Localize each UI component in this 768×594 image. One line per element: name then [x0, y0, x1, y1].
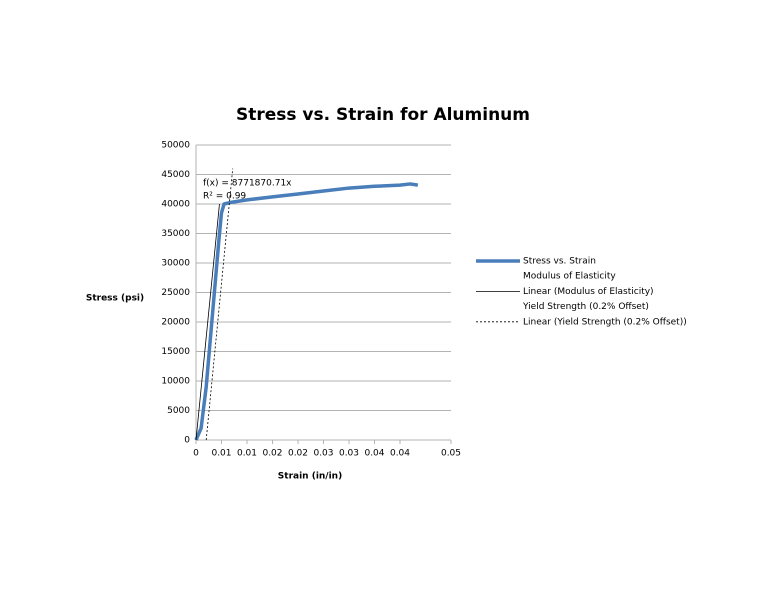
y-tick-label: 50000: [161, 141, 190, 151]
y-tick-label: 40000: [161, 200, 190, 210]
x-tick-label: 0.01: [211, 449, 231, 459]
y-tick-label: 15000: [161, 347, 190, 357]
annotation: f(x) = 8771870.71x: [203, 179, 292, 189]
x-tick-label: 0.04: [364, 449, 384, 459]
x-tick-label: 0.03: [339, 449, 359, 459]
series-line: [194, 182, 419, 441]
x-tick-label: 0.02: [262, 449, 282, 459]
y-tick-label: 25000: [161, 288, 190, 298]
x-tick-label: 0.03: [313, 449, 333, 459]
legend-label: Yield Strength (0.2% Offset): [522, 302, 649, 312]
x-tick-label: 0.02: [288, 449, 308, 459]
legend-label: Linear (Modulus of Elasticity): [523, 287, 654, 297]
y-tick-label: 20000: [161, 318, 190, 328]
y-axis-title: Stress (psi): [86, 294, 144, 304]
annotation: R² = 0.99: [203, 192, 246, 202]
legend-label: Stress vs. Strain: [523, 257, 596, 267]
x-axis-title: Strain (in/in): [278, 472, 342, 482]
legend-label: Modulus of Elasticity: [523, 272, 616, 282]
y-tick-label: 0: [184, 436, 190, 446]
y-tick-label: 10000: [161, 377, 190, 387]
x-tick-label: 0.04: [390, 449, 410, 459]
series-line: [205, 168, 234, 441]
y-tick-label: 45000: [161, 170, 190, 180]
x-tick-label: 0: [193, 449, 199, 459]
x-tick-label: 0.05: [441, 449, 461, 459]
y-tick-label: 5000: [167, 406, 190, 416]
x-tick-label: 0.01: [237, 449, 257, 459]
legend-label: Linear (Yield Strength (0.2% Offset)): [523, 317, 687, 327]
chart-title: Stress vs. Strain for Aluminum: [236, 105, 530, 125]
series-line: [195, 203, 220, 441]
y-tick-label: 35000: [161, 229, 190, 239]
y-tick-label: 30000: [161, 259, 190, 269]
